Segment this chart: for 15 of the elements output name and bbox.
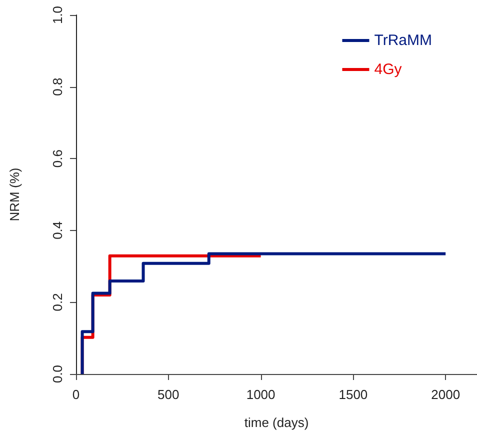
x-tick-label: 1000 <box>246 387 276 402</box>
y-axis-title: NRM (%) <box>7 168 22 222</box>
x-tick-label: 1500 <box>338 387 368 402</box>
y-tick-label: 0.0 <box>50 364 65 384</box>
y-tick-label: 1.0 <box>50 6 65 24</box>
y-tick-label: 0.6 <box>50 150 65 168</box>
legend-label: 4Gy <box>374 61 402 78</box>
y-tick-label: 0.8 <box>50 78 65 96</box>
x-tick-label: 0 <box>72 387 80 402</box>
y-tick-label: 0.2 <box>50 293 65 312</box>
y-tick-label: 0.4 <box>50 221 65 240</box>
x-axis-title: time (days) <box>244 415 309 430</box>
legend-label: TrRaMM <box>374 32 432 49</box>
x-tick-label: 2000 <box>431 387 460 402</box>
x-tick-label: 500 <box>158 387 180 402</box>
